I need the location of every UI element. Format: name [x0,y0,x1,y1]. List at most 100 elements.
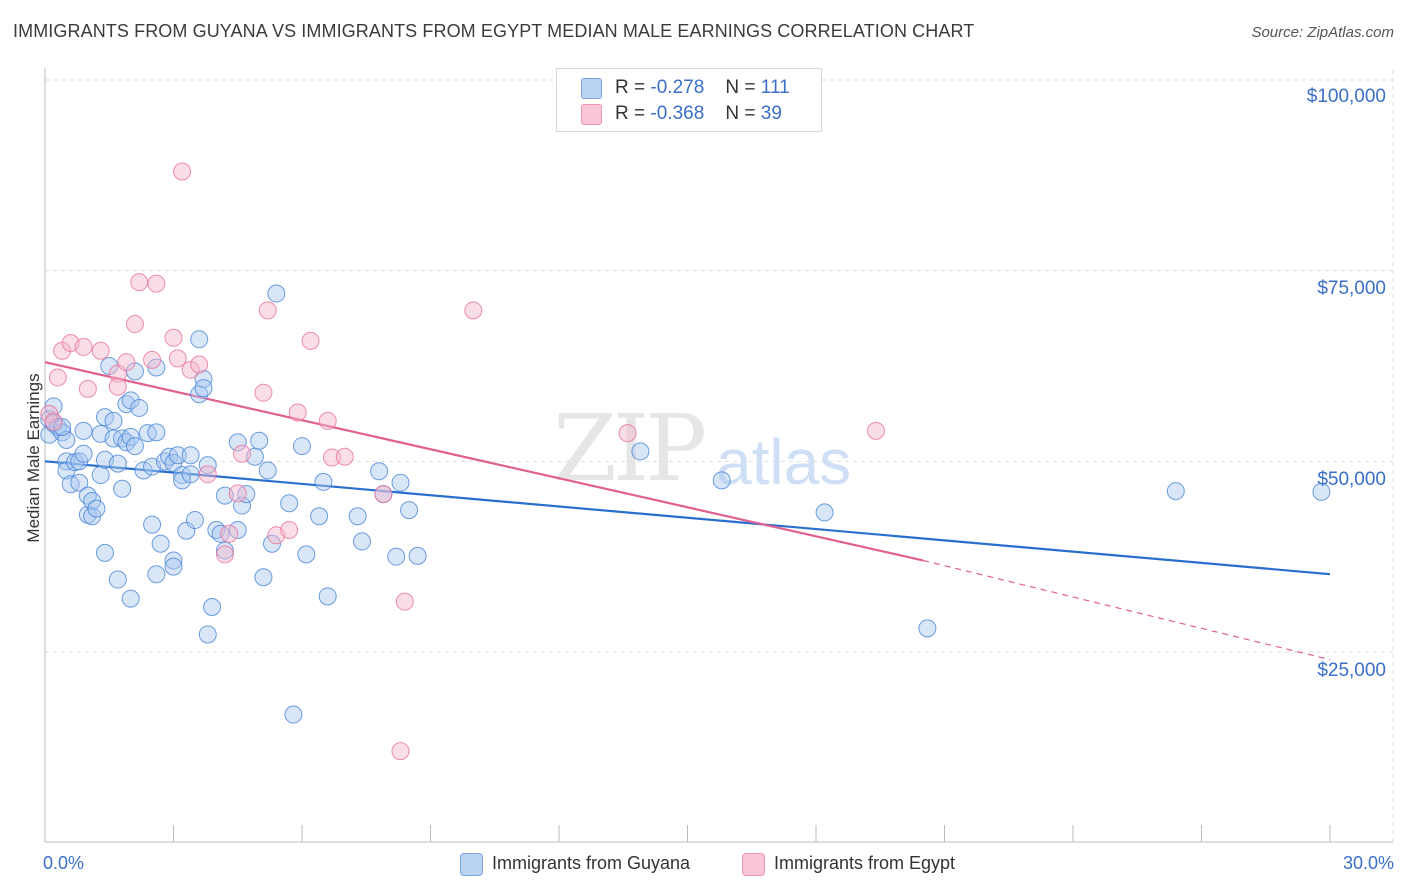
guyana-point-31 [113,479,132,498]
guyana-point-101 [1166,482,1185,501]
egypt-point-29 [288,403,307,422]
legend-r-label: R = [615,77,646,98]
guyana-point-88 [318,587,337,606]
guyana-point-80 [263,534,282,553]
guyana-point-99 [815,503,834,522]
guyana-trend-line [44,460,1331,576]
egypt-point-17 [173,162,192,181]
egypt-point-22 [220,524,239,543]
guyana-point-90 [352,532,371,551]
guyana-point-74 [233,496,252,515]
guyana-point-35 [121,427,140,446]
egypt-point-19 [190,355,209,374]
guyana-point-45 [147,423,166,442]
legend-n-label: N = [725,103,756,124]
guyana-point-78 [254,568,273,587]
legend-swatch-guyana [581,78,602,99]
guyana-point-37 [121,589,140,608]
guyana-point-79 [258,461,277,480]
egypt-point-26 [258,301,277,320]
guyana-point-70 [215,541,234,560]
egypt-point-31 [318,411,337,430]
guyana-point-13 [70,473,89,492]
chart-title: IMMIGRANTS FROM GUYANA VS IMMIGRANTS FRO… [13,21,975,41]
guyana-point-64 [194,379,213,398]
guyana-point-97 [631,442,650,461]
guyana-point-29 [108,454,127,473]
guyana-point-63 [194,369,213,388]
egypt-point-25 [254,383,273,402]
guyana-point-7 [53,418,72,437]
egypt-point-33 [335,447,354,466]
egypt-point-32 [322,448,341,467]
guyana-point-14 [74,444,93,463]
guyana-point-65 [198,456,217,475]
egypt-point-5 [74,337,93,356]
guyana-point-44 [143,515,162,534]
guyana-point-91 [370,462,389,481]
guyana-point-20 [87,499,106,518]
egypt-point-30 [301,331,320,350]
guyana-point-48 [151,534,170,553]
guyana-point-100 [918,619,937,638]
guyana-point-53 [164,557,183,576]
egypt-point-11 [125,315,144,334]
legend-n-guyana: 111 [760,77,790,98]
egypt-point-1 [44,412,63,431]
guyana-point-54 [168,446,187,465]
egypt-point-14 [147,274,166,293]
x-tick-label-max: 30.0% [1342,853,1394,873]
egypt-point-9 [108,377,127,396]
y-tick-label-50000: $50,000 [1317,469,1386,490]
guyana-point-87 [314,472,333,491]
egypt-point-6 [78,379,97,398]
x-tick-label-min: 0.0% [43,853,85,873]
egypt-trend-line [44,361,924,562]
guyana-point-77 [250,431,269,450]
guyana-point-25 [95,543,114,562]
guyana-point-94 [391,473,410,492]
y-tick-label-25000: $25,000 [1317,660,1386,681]
egypt-point-10 [117,353,136,372]
guyana-point-60 [185,511,204,530]
egypt-point-12 [130,273,149,292]
guyana-point-52 [164,551,183,570]
guyana-point-95 [400,501,419,520]
legend-n-label: N = [725,77,756,98]
y-tick-label-100000: $100,000 [1306,86,1386,107]
egypt-point-39 [866,421,885,440]
guyana-point-30 [108,570,127,589]
legend-n-egypt: 39 [760,103,782,124]
guyana-point-21 [91,466,110,485]
legend-swatch-egypt [581,104,602,125]
guyana-point-81 [267,284,286,303]
egypt-point-38 [618,424,637,443]
guyana-point-67 [203,598,222,617]
egypt-point-23 [228,484,247,503]
guyana-point-66 [198,625,217,644]
guyana-point-84 [293,437,311,456]
guyana-point-73 [228,520,247,539]
y-axis-title: Median Male Earnings [24,373,43,543]
bottom-legend-label-egypt: Immigrants from Egypt [774,853,956,873]
trend-lines [44,361,1331,661]
guyana-point-62 [190,330,209,349]
egypt-point-15 [164,328,183,347]
legend-r-egypt: -0.368 [650,103,705,124]
bottom-legend-swatch-guyana [460,853,483,876]
egypt-point-36 [391,742,410,761]
egypt-trend-extension [922,559,1331,661]
guyana-point-98 [712,471,731,490]
egypt-point-28 [280,520,299,539]
egypt-point-16 [168,349,187,368]
guyana-point-72 [228,433,247,452]
guyana-point-47 [147,565,166,584]
guyana-point-28 [104,411,123,430]
guyana-point-38 [125,437,144,456]
egypt-point-37 [464,301,483,320]
guyana-point-102 [1312,482,1331,501]
source-label: Source: ZipAtlas.com [1251,24,1394,41]
bottom-legend-label-guyana: Immigrants from Guyana [492,853,691,873]
guyana-point-93 [387,547,406,566]
